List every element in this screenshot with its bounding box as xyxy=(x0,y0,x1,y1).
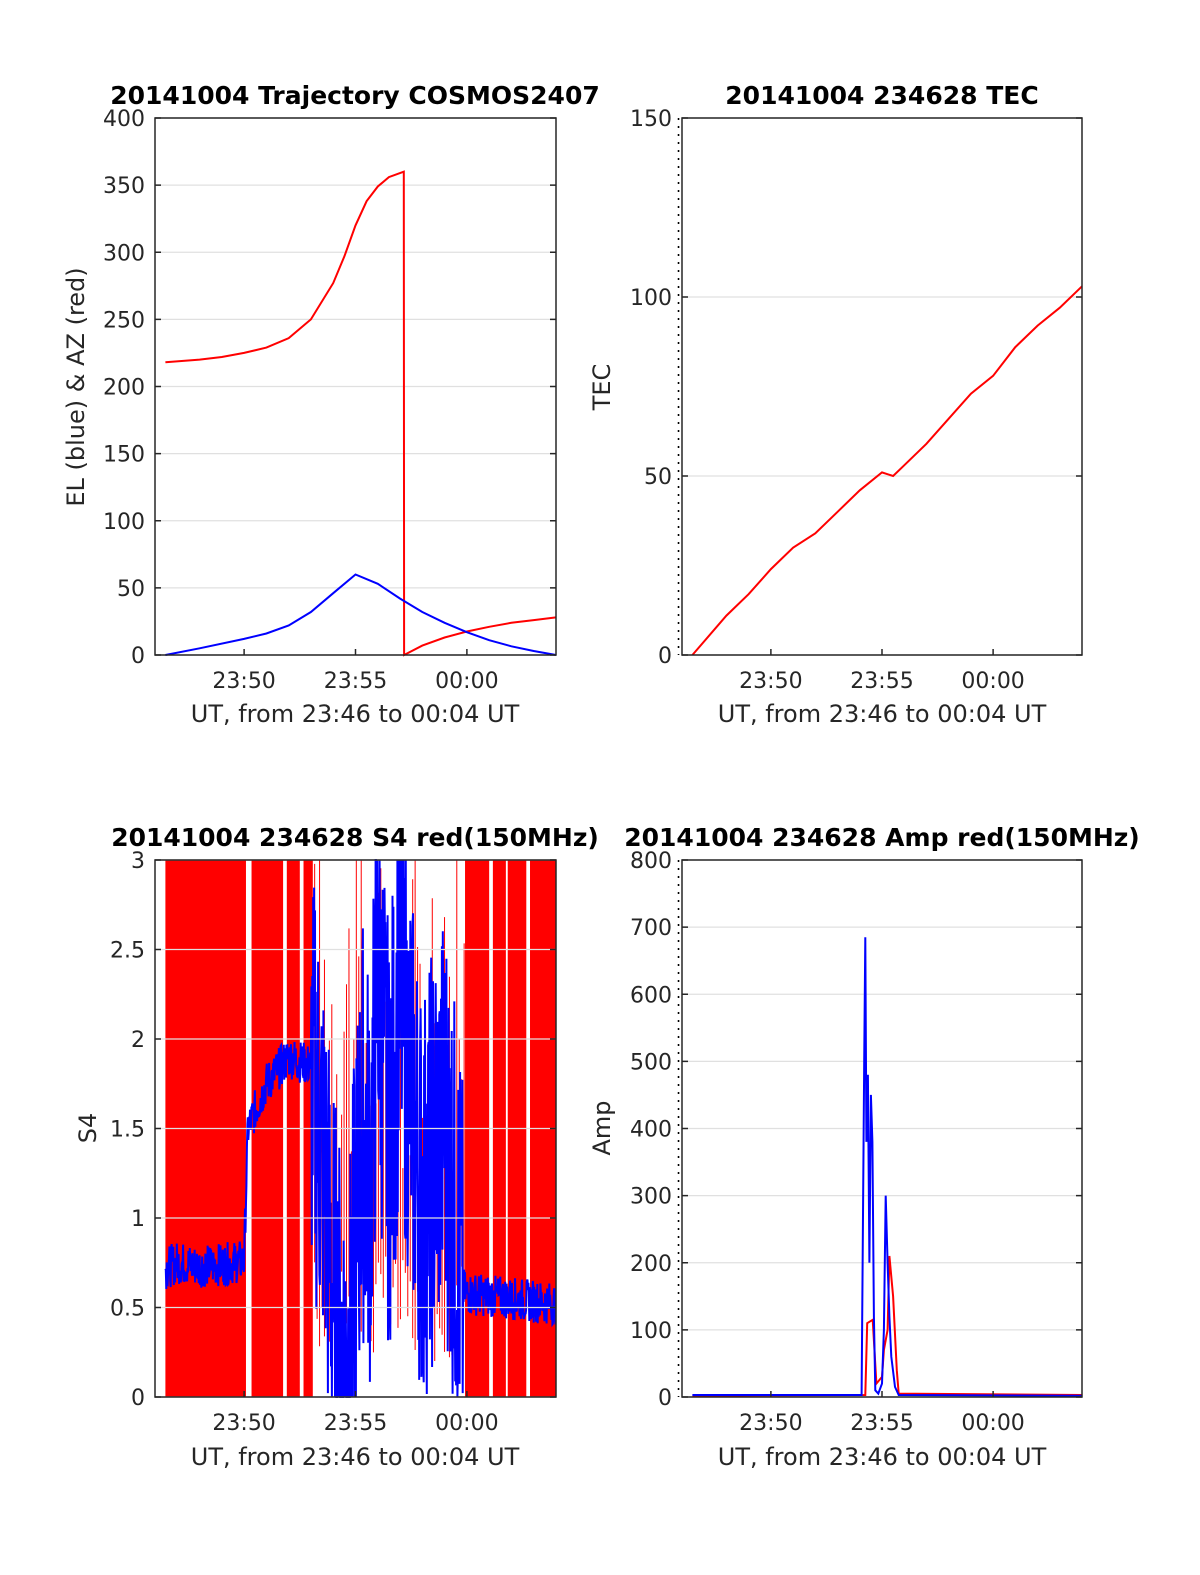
ticks-amp: 0 100 200 300 400 500 600 700 800 23:50 23:55 00:00 xyxy=(630,849,1082,1436)
x-tick-label: 00:00 xyxy=(961,669,1024,694)
y-tick-label: 100 xyxy=(630,286,672,311)
xlabel-amp: UT, from 23:46 to 00:04 UT xyxy=(718,1443,1047,1471)
y-tick-label: 200 xyxy=(103,376,145,401)
y-tick-label: 150 xyxy=(103,443,145,468)
x-tick-label: 23:55 xyxy=(850,669,913,694)
y-tick-label: 0 xyxy=(131,644,145,669)
panel-amp: 20141004 234628 Amp red(150MHz) 0 100 200 3… xyxy=(588,823,1140,1471)
title-trajectory: 20141004 Trajectory COSMOS2407 xyxy=(110,81,600,110)
x-tick-label: 23:55 xyxy=(324,669,387,694)
y-tick-label: 400 xyxy=(103,107,145,132)
y-tick-label: 0 xyxy=(131,1386,145,1411)
ticks-trajectory: 0 50 100 150 200 250 300 350 400 23:50 23:55 00:00 xyxy=(103,107,556,694)
title-tec: 20141004 234628 TEC xyxy=(725,81,1038,110)
y-tick-label: 150 xyxy=(630,107,672,132)
y-tick-label: 300 xyxy=(103,241,145,266)
ylabel-trajectory: EL (blue) & AZ (red) xyxy=(62,267,90,506)
y-tick-label: 100 xyxy=(103,510,145,535)
y-tick-label: 300 xyxy=(630,1185,672,1210)
y-tick-label: 0 xyxy=(658,1386,672,1411)
ticks-s4: 0 0.5 1 1.5 2 2.5 3 23:50 23:55 00:00 xyxy=(110,849,556,1436)
ylabel-s4: S4 xyxy=(74,1113,102,1144)
x-tick-label: 23:55 xyxy=(324,1411,387,1436)
xlabel-trajectory: UT, from 23:46 to 00:04 UT xyxy=(191,700,520,728)
x-tick-label: 23:50 xyxy=(739,1411,802,1436)
series-line xyxy=(691,285,1083,656)
y-tick-label: 2.5 xyxy=(110,939,145,964)
series-tec xyxy=(691,285,1083,656)
series-trajectory xyxy=(165,170,557,657)
y-tick-label: 400 xyxy=(630,1118,672,1143)
y-tick-label: 1 xyxy=(131,1207,145,1232)
y-tick-label: 600 xyxy=(630,983,672,1008)
xlabel-s4: UT, from 23:46 to 00:04 UT xyxy=(191,1443,520,1471)
y-tick-label: 0.5 xyxy=(110,1297,145,1322)
y-tick-label: 700 xyxy=(630,916,672,941)
y-tick-label: 3 xyxy=(131,849,145,874)
x-tick-label: 23:50 xyxy=(212,1411,275,1436)
y-tick-label: 200 xyxy=(630,1252,672,1277)
y-tick-label: 0 xyxy=(658,644,672,669)
y-tick-label: 50 xyxy=(117,577,145,602)
series-line xyxy=(164,859,557,1398)
ylabel-tec: TEC xyxy=(588,364,616,412)
y-tick-label: 50 xyxy=(644,465,672,490)
x-tick-label: 23:50 xyxy=(739,669,802,694)
title-amp: 20141004 234628 Amp red(150MHz) xyxy=(624,823,1140,852)
ylabel-amp: Amp xyxy=(588,1100,616,1155)
panel-trajectory: 20141004 Trajectory COSMOS2407 0 50 100 150… xyxy=(62,81,981,728)
ticks-tec: 0 50 100 150 23:50 23:55 00:00 xyxy=(630,107,1082,694)
plot-area-tec xyxy=(682,118,1082,655)
series-amp xyxy=(692,937,1083,1397)
panel-s4: 20141004 234628 S4 red(150MHz) 0 0.5 1 1.5 2… xyxy=(74,823,981,1471)
x-tick-label: 00:00 xyxy=(961,1411,1024,1436)
x-tick-label: 23:55 xyxy=(850,1411,913,1436)
series-line xyxy=(165,573,557,656)
series-line xyxy=(165,170,557,657)
x-tick-label: 23:50 xyxy=(212,669,275,694)
series-line xyxy=(692,937,1083,1397)
y-tick-label: 1.5 xyxy=(110,1118,145,1143)
y-tick-label: 350 xyxy=(103,174,145,199)
y-tick-label: 500 xyxy=(630,1050,672,1075)
y-tick-label: 100 xyxy=(630,1319,672,1344)
y-tick-label: 800 xyxy=(630,849,672,874)
x-tick-label: 00:00 xyxy=(435,1411,498,1436)
y-tick-label: 2 xyxy=(131,1028,145,1053)
xlabel-tec: UT, from 23:46 to 00:04 UT xyxy=(718,700,1047,728)
x-tick-label: 00:00 xyxy=(435,669,498,694)
y-tick-label: 250 xyxy=(103,308,145,333)
title-s4: 20141004 234628 S4 red(150MHz) xyxy=(111,823,599,852)
